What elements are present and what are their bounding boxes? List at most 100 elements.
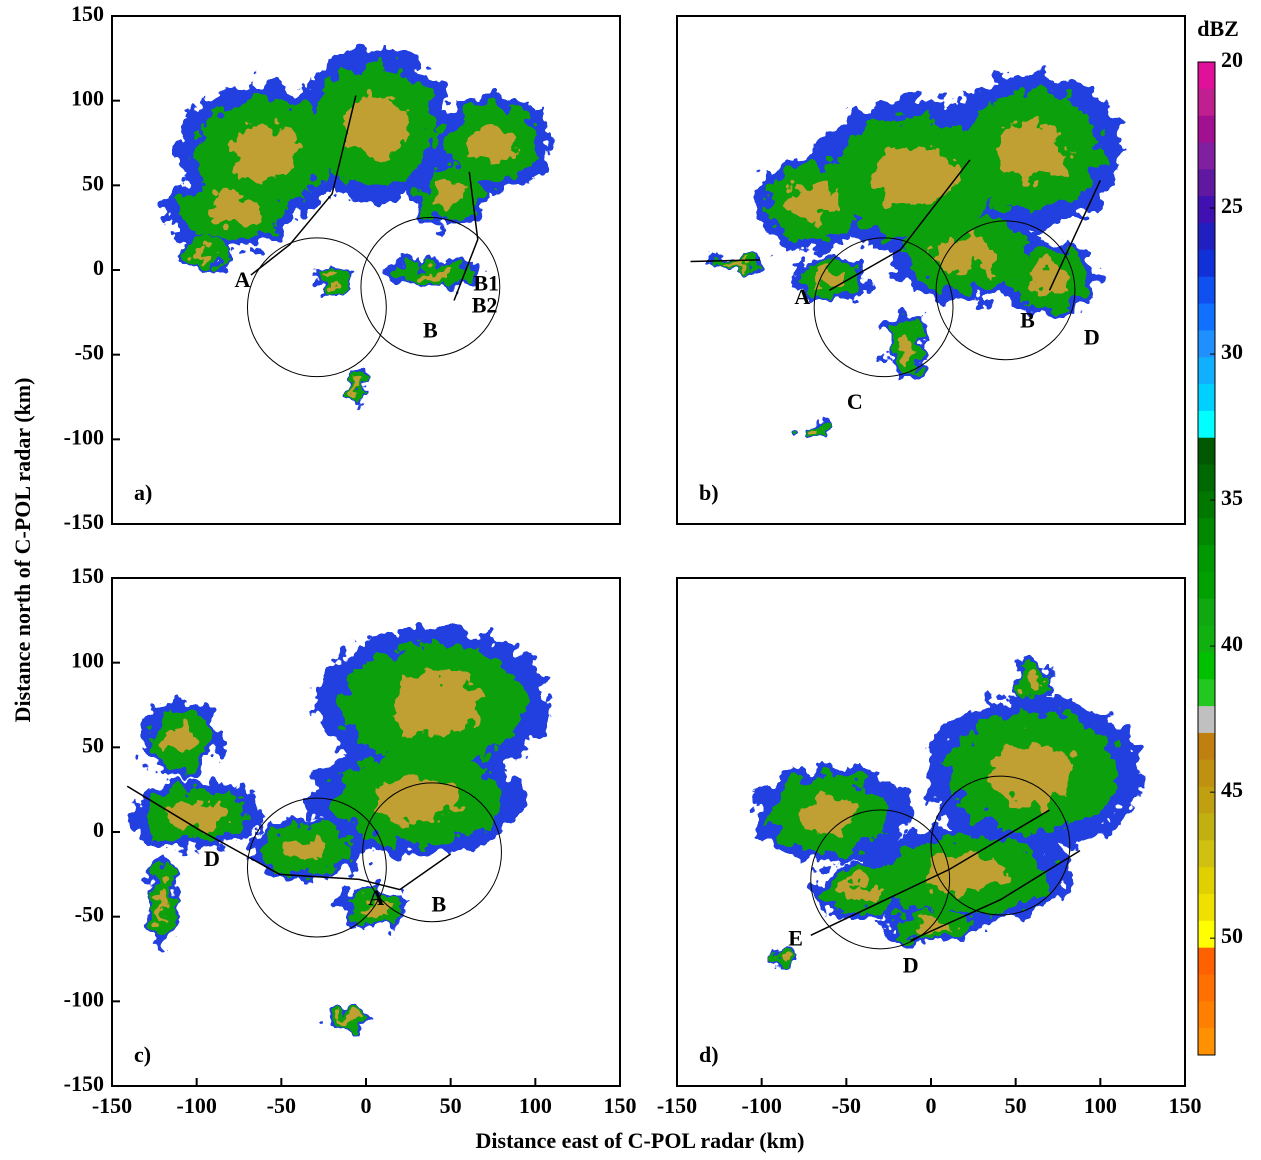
colorbar-swatch — [1198, 598, 1215, 627]
annotation: D — [903, 953, 919, 978]
echo — [324, 273, 340, 284]
echo — [911, 917, 951, 933]
colorbar-tick-label: 20 — [1221, 47, 1243, 72]
colorbar-tick-label: 40 — [1221, 631, 1243, 656]
echo — [164, 723, 195, 755]
range-circle — [810, 809, 951, 950]
x-tick-label: 150 — [604, 1093, 637, 1118]
colorbar-tick-label: 45 — [1221, 777, 1243, 802]
echo — [1024, 670, 1041, 689]
echo — [934, 234, 996, 273]
colorbar-swatch — [1198, 1001, 1215, 1029]
annotation: A — [234, 267, 250, 292]
echo — [169, 801, 224, 829]
range-circle — [246, 797, 387, 938]
annotation: D — [1084, 324, 1100, 349]
annotation: E — [788, 925, 803, 950]
colorbar-swatch — [1198, 464, 1215, 492]
colorbar-swatch — [1198, 357, 1215, 385]
colorbar-swatch — [1198, 169, 1215, 197]
annotation: B — [423, 318, 438, 343]
annotation: D — [204, 846, 220, 871]
echo-field — [162, 48, 552, 409]
colorbar-swatch — [1198, 867, 1215, 895]
colorbar-swatch — [1198, 920, 1215, 949]
y-tick-label: 100 — [71, 86, 104, 111]
y-tick-label: 0 — [93, 255, 104, 280]
echo — [897, 332, 914, 360]
x-tick-label: 0 — [361, 1093, 372, 1118]
colorbar-swatch — [1198, 249, 1215, 278]
colorbar-swatch — [1198, 518, 1215, 546]
range-circle — [813, 237, 954, 378]
panel-label: d) — [699, 1042, 719, 1067]
echo — [230, 124, 299, 179]
panel-label: b) — [699, 480, 719, 505]
y-tick-label: 100 — [71, 648, 104, 673]
range-circle — [935, 220, 1076, 361]
colorbar-swatch — [1198, 545, 1215, 573]
panel-label: c) — [134, 1042, 151, 1067]
colorbar-swatch — [1198, 706, 1215, 734]
echo — [470, 123, 516, 163]
x-tick-label: 0 — [926, 1093, 937, 1118]
echo-field — [707, 73, 1121, 443]
colorbar-swatch — [1198, 410, 1215, 439]
colorbar-swatch — [1198, 142, 1215, 170]
y-axis-label: Distance north of C-POL radar (km) — [10, 378, 35, 723]
colorbar-title: dBZ — [1197, 16, 1239, 41]
colorbar-tick-label: 35 — [1221, 485, 1243, 510]
echo — [339, 1013, 359, 1023]
colorbar-swatch — [1198, 652, 1215, 680]
colorbar-swatch — [1198, 62, 1215, 90]
x-tick-label: 150 — [1169, 1093, 1202, 1118]
colorbar-swatch — [1198, 276, 1215, 305]
y-tick-label: 150 — [71, 1, 104, 26]
colorbar-frame — [1197, 61, 1216, 1056]
colorbar-swatch — [1198, 115, 1215, 144]
panel-frame — [676, 15, 1186, 525]
colorbar-swatch — [1198, 813, 1215, 841]
y-tick-label: 150 — [71, 563, 104, 588]
track-line — [829, 159, 971, 291]
echo — [872, 146, 956, 208]
track-line — [250, 95, 357, 276]
x-tick-label: 100 — [519, 1093, 552, 1118]
annotation: B1 — [473, 270, 499, 295]
track-line — [690, 259, 760, 263]
echo — [195, 245, 215, 261]
x-tick-label: -50 — [267, 1093, 296, 1118]
echo — [998, 120, 1067, 182]
y-tick-label: -150 — [64, 509, 104, 534]
echo — [156, 880, 169, 919]
echo — [435, 180, 466, 208]
echo — [789, 183, 836, 222]
echo-field — [128, 627, 551, 1030]
echo — [724, 258, 748, 265]
echo — [203, 195, 258, 226]
colorbar-tick-label: 50 — [1221, 923, 1243, 948]
y-tick-label: -50 — [75, 902, 104, 927]
x-tick-label: -150 — [92, 1093, 132, 1118]
range-circle — [246, 237, 387, 378]
echo — [414, 267, 453, 280]
colorbar-swatch — [1198, 330, 1215, 358]
colorbar-swatch — [1198, 679, 1215, 707]
annotation: A — [368, 885, 384, 910]
colorbar-swatch — [1198, 786, 1215, 814]
y-tick-label: -50 — [75, 340, 104, 365]
track-line — [910, 849, 1081, 942]
colorbar-swatch — [1198, 223, 1215, 251]
colorbar-swatch — [1198, 974, 1215, 1002]
colorbar-swatch — [1198, 88, 1215, 117]
annotation: B — [431, 892, 446, 917]
annotation: A — [794, 284, 810, 309]
echo — [807, 426, 818, 436]
colorbar-tick-label: 30 — [1221, 339, 1243, 364]
colorbar-swatch — [1198, 947, 1215, 975]
y-tick-label: 0 — [93, 817, 104, 842]
echo-field — [751, 656, 1140, 971]
echo — [990, 742, 1075, 804]
echo — [844, 879, 883, 903]
echo — [359, 900, 390, 916]
